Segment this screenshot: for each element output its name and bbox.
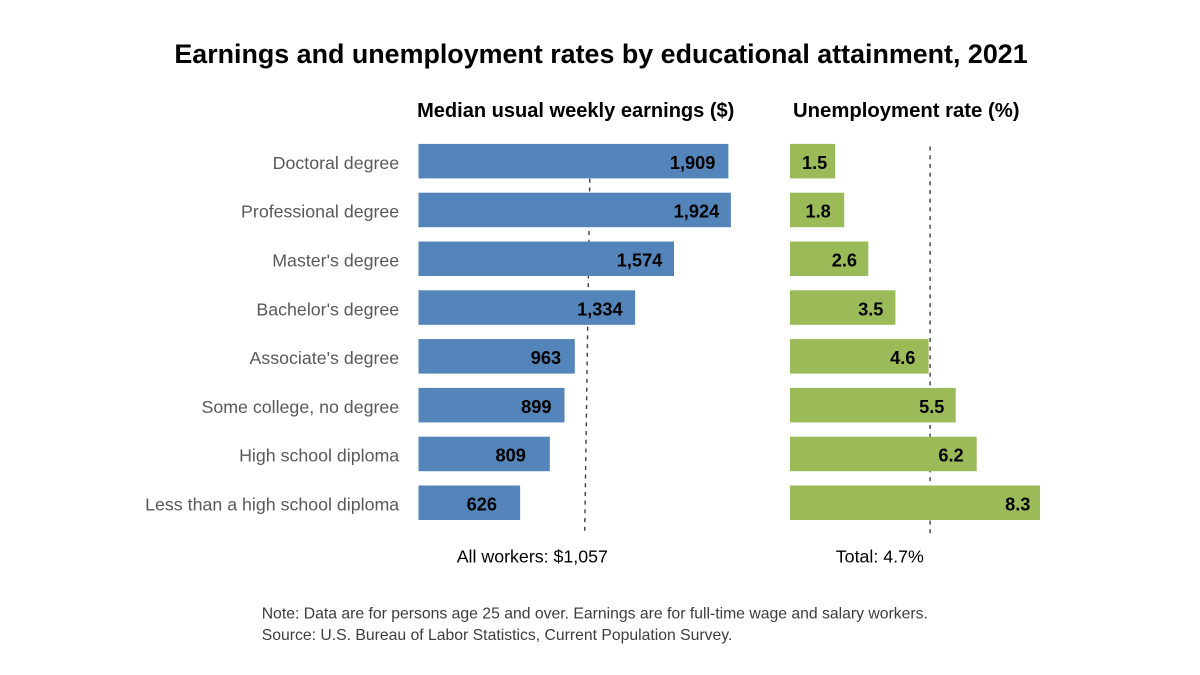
svg-text:1,574: 1,574 [617, 251, 663, 271]
svg-text:5.5: 5.5 [919, 397, 944, 417]
svg-text:Median usual weekly earnings (: Median usual weekly earnings ($) [417, 100, 734, 122]
svg-text:626: 626 [467, 495, 497, 515]
svg-text:809: 809 [496, 446, 526, 466]
svg-text:Associate's degree: Associate's degree [250, 348, 400, 368]
svg-text:1.5: 1.5 [802, 153, 827, 173]
svg-text:3.5: 3.5 [858, 299, 883, 319]
svg-text:Some college, no degree: Some college, no degree [201, 397, 399, 417]
svg-text:Total: 4.7%: Total: 4.7% [836, 547, 924, 567]
svg-text:Less than a high school diplom: Less than a high school diploma [145, 495, 399, 515]
svg-text:899: 899 [521, 397, 551, 417]
svg-text:4.6: 4.6 [890, 348, 915, 368]
svg-text:1.8: 1.8 [806, 202, 831, 222]
svg-text:8.3: 8.3 [1005, 495, 1030, 515]
svg-text:Source: U.S. Bureau of Labor S: Source: U.S. Bureau of Labor Statistics,… [262, 627, 733, 644]
svg-text:1,924: 1,924 [674, 202, 720, 222]
svg-text:Earnings and unemployment rate: Earnings and unemployment rates by educa… [174, 39, 1027, 69]
svg-text:High school diploma: High school diploma [239, 446, 399, 466]
svg-text:Doctoral degree: Doctoral degree [273, 153, 400, 173]
svg-text:1,334: 1,334 [577, 299, 623, 319]
svg-text:2.6: 2.6 [832, 251, 857, 271]
svg-text:All workers: $1,057: All workers: $1,057 [457, 547, 608, 567]
svg-text:963: 963 [531, 348, 561, 368]
svg-text:Note: Data are for persons age: Note: Data are for persons age 25 and ov… [262, 606, 928, 623]
svg-text:Unemployment rate (%): Unemployment rate (%) [793, 100, 1020, 122]
svg-text:Master's degree: Master's degree [272, 251, 399, 271]
svg-text:Bachelor's degree: Bachelor's degree [256, 299, 399, 319]
svg-text:1,909: 1,909 [670, 153, 716, 173]
svg-text:6.2: 6.2 [938, 446, 963, 466]
svg-text:Professional degree: Professional degree [241, 202, 399, 222]
